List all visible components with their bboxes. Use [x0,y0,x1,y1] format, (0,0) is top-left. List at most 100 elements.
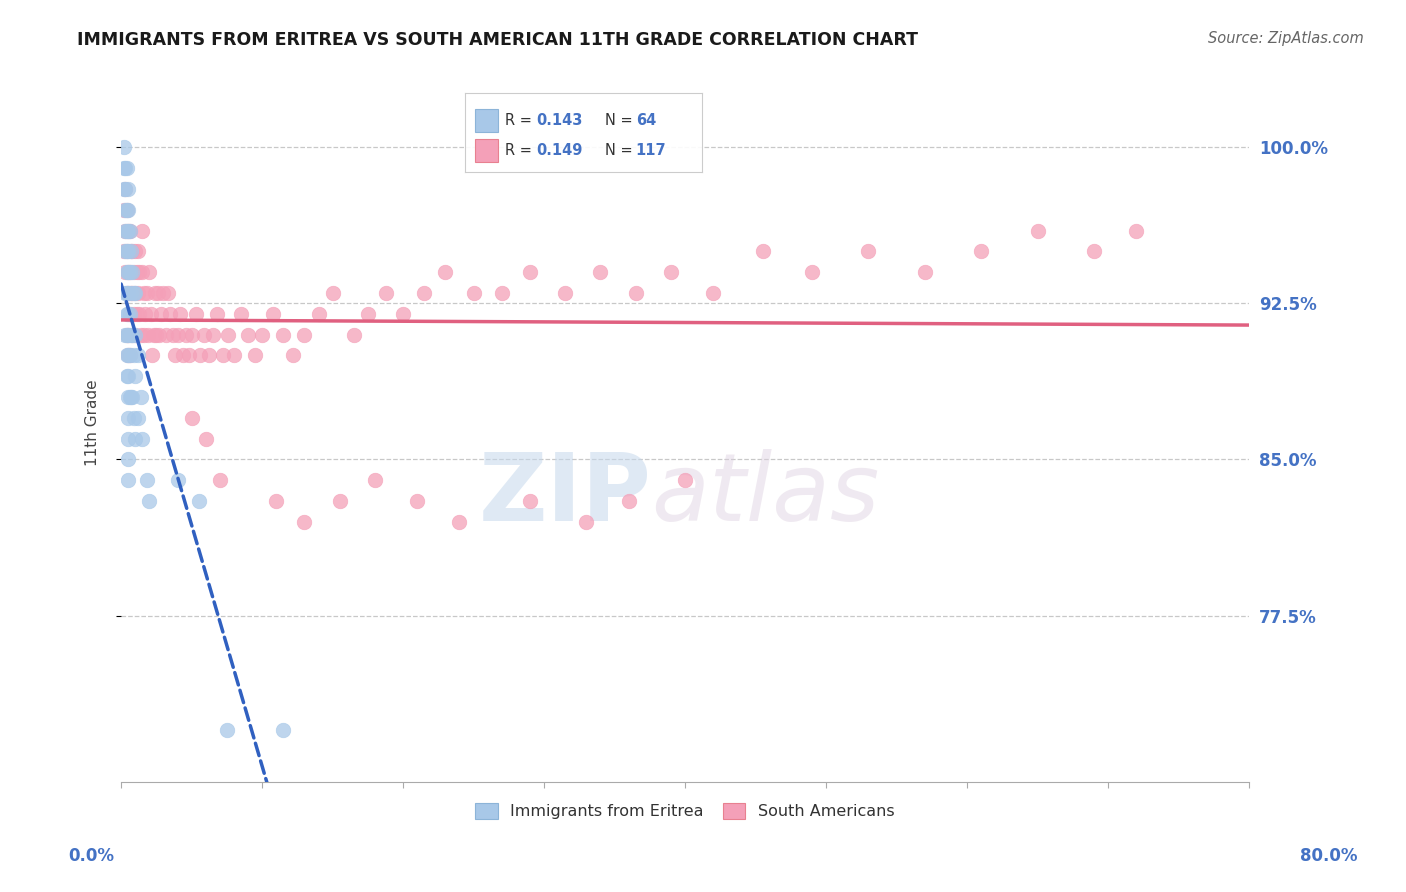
Point [117,348,139,362]
Point [406,494,429,508]
Point [174,327,197,342]
Point [120,285,142,300]
Point [115,161,138,175]
Point [617,494,640,508]
Point [132,327,155,342]
Point [201,327,224,342]
Text: 0.0%: 0.0% [69,847,114,864]
Text: atlas: atlas [651,450,880,541]
Point [152,285,174,300]
Point [117,473,139,487]
Point [127,285,149,300]
Legend: Immigrants from Eritrea, South Americans: Immigrants from Eritrea, South Americans [468,797,901,826]
Point [117,244,139,259]
Point [914,265,936,279]
Point [117,348,139,362]
Point [357,307,380,321]
Point [115,244,138,259]
Point [1125,223,1147,237]
Point [434,265,457,279]
Point [122,348,145,362]
Point [121,244,143,259]
Point [115,307,138,321]
Point [208,473,231,487]
Point [127,244,149,259]
Point [115,244,138,259]
Point [159,307,181,321]
Point [115,265,138,279]
Point [122,307,145,321]
Point [115,285,138,300]
Point [413,285,436,300]
Point [114,285,136,300]
Point [364,473,387,487]
Point [131,223,153,237]
Point [131,432,153,446]
Point [118,307,141,321]
Point [128,265,150,279]
Point [217,327,239,342]
Point [702,285,724,300]
Point [124,432,146,446]
Point [122,285,145,300]
Point [125,265,148,279]
Point [114,161,136,175]
Point [197,348,219,362]
Point [135,285,157,300]
Point [125,307,148,321]
Point [281,348,304,362]
Point [118,265,141,279]
Point [156,285,179,300]
Point [294,327,316,342]
Point [117,202,139,217]
Point [121,265,143,279]
Point [1026,223,1049,237]
Point [114,327,136,342]
Point [180,327,202,342]
Point [117,390,139,404]
Point [970,244,993,259]
Point [166,473,188,487]
Point [117,452,139,467]
Point [149,307,172,321]
Point [117,285,139,300]
Text: ZIP: ZIP [478,449,651,541]
Point [375,285,398,300]
Point [114,244,136,259]
Point [222,348,245,362]
Point [449,515,471,529]
Point [118,390,141,404]
Point [184,307,207,321]
Point [127,410,149,425]
Point [519,494,541,508]
Point [146,285,169,300]
Point [117,223,139,237]
Point [519,265,541,279]
Point [120,327,142,342]
Point [129,390,152,404]
Point [120,244,142,259]
Text: Source: ZipAtlas.com: Source: ZipAtlas.com [1208,31,1364,46]
Point [858,244,880,259]
Point [136,327,159,342]
Point [229,307,252,321]
Point [215,723,238,737]
Point [121,327,143,342]
Text: IMMIGRANTS FROM ERITREA VS SOUTH AMERICAN 11TH GRADE CORRELATION CHART: IMMIGRANTS FROM ERITREA VS SOUTH AMERICA… [77,31,918,49]
Point [138,494,160,508]
Point [163,348,186,362]
Point [271,723,294,737]
Point [121,327,143,342]
Point [491,285,513,300]
Point [659,265,682,279]
Point [115,327,138,342]
Point [128,307,150,321]
Point [112,161,135,175]
Point [115,202,138,217]
Point [250,327,273,342]
Point [115,285,138,300]
Point [114,202,136,217]
Point [122,410,145,425]
Point [177,348,200,362]
Point [117,327,139,342]
